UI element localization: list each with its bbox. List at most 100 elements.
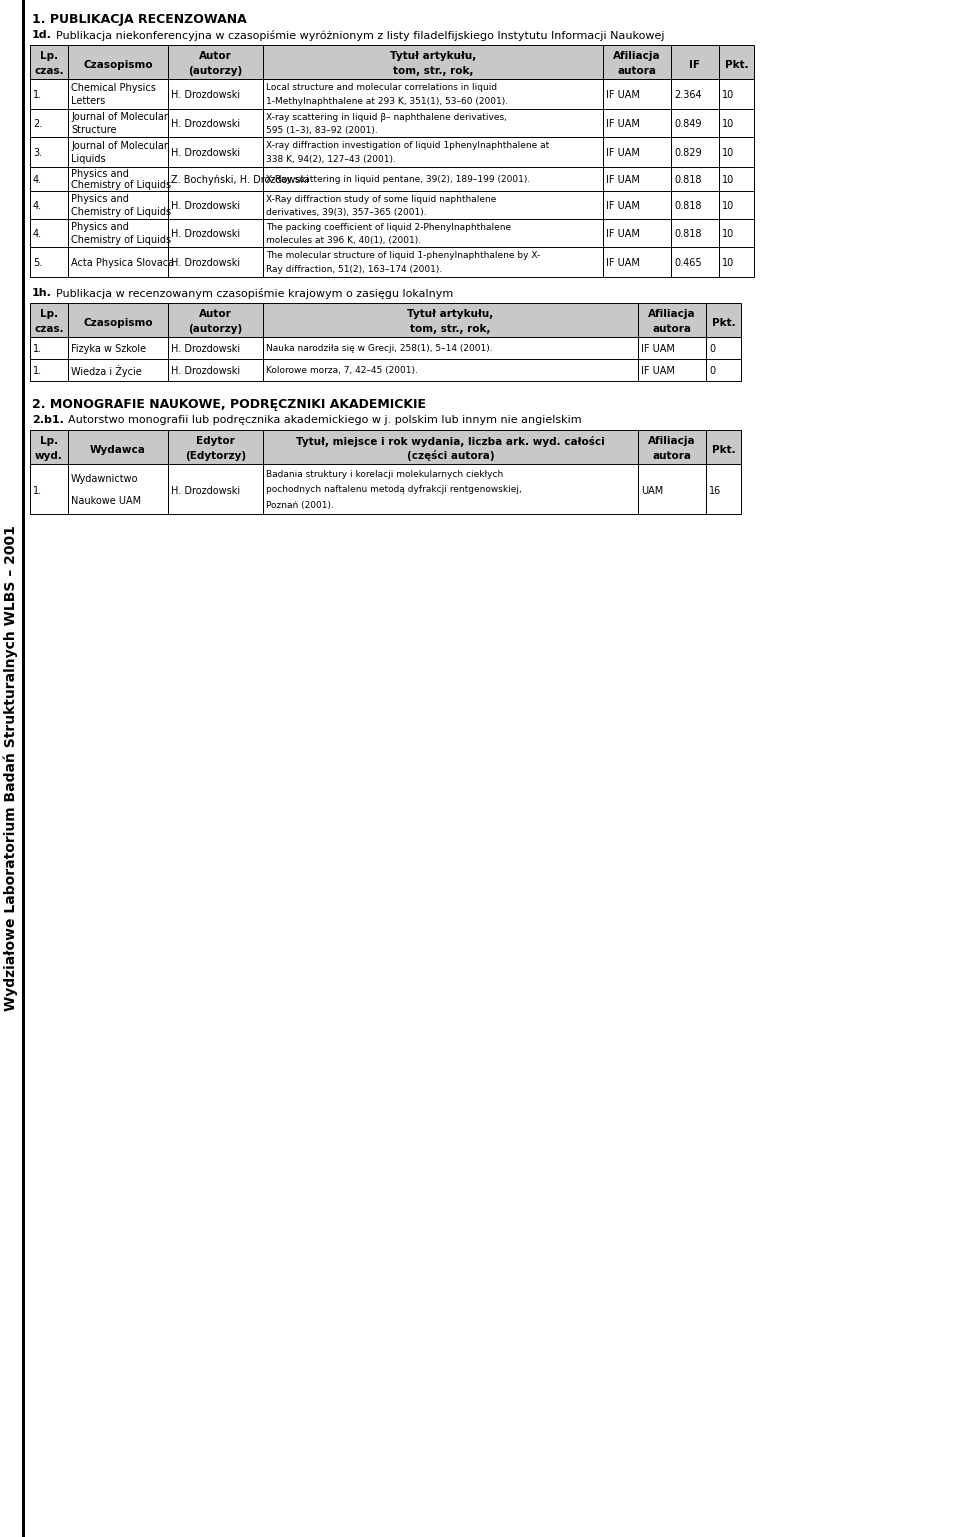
Text: IF UAM: IF UAM bbox=[606, 91, 640, 100]
Bar bbox=[68, 168, 168, 191]
Bar bbox=[719, 109, 754, 137]
Bar bbox=[30, 337, 68, 360]
Text: IF: IF bbox=[689, 60, 701, 69]
Text: Afiliacja: Afiliacja bbox=[613, 51, 660, 61]
Bar bbox=[30, 247, 68, 277]
Bar bbox=[603, 168, 671, 191]
Bar bbox=[168, 137, 263, 168]
Text: 0.818: 0.818 bbox=[674, 201, 702, 211]
Bar bbox=[168, 360, 263, 381]
Bar bbox=[168, 45, 263, 78]
Bar bbox=[263, 337, 638, 360]
Bar bbox=[68, 360, 168, 381]
Text: IF UAM: IF UAM bbox=[606, 120, 640, 129]
Bar bbox=[263, 109, 603, 137]
Bar bbox=[168, 303, 263, 337]
Bar bbox=[30, 109, 68, 137]
Text: IF UAM: IF UAM bbox=[606, 175, 640, 184]
Bar bbox=[68, 137, 168, 168]
Text: H. Drozdowski: H. Drozdowski bbox=[171, 148, 240, 158]
Text: 0.818: 0.818 bbox=[674, 175, 702, 184]
Text: 10: 10 bbox=[722, 201, 734, 211]
Text: 1h.: 1h. bbox=[32, 287, 52, 298]
Bar bbox=[263, 191, 603, 218]
Bar bbox=[168, 191, 263, 218]
Text: 10: 10 bbox=[722, 175, 734, 184]
Bar bbox=[603, 45, 671, 78]
Bar bbox=[719, 218, 754, 247]
Bar bbox=[68, 247, 168, 277]
Text: autora: autora bbox=[617, 66, 657, 75]
Text: (Edytorzy): (Edytorzy) bbox=[185, 450, 246, 461]
Text: Lp.: Lp. bbox=[40, 51, 58, 61]
Bar bbox=[22, 0, 25, 1537]
Text: Physics and: Physics and bbox=[71, 223, 129, 232]
Text: 10: 10 bbox=[722, 229, 734, 240]
Text: H. Drozdowski: H. Drozdowski bbox=[171, 229, 240, 240]
Text: molecules at 396 K, 40(1), (2001).: molecules at 396 K, 40(1), (2001). bbox=[266, 235, 421, 244]
Bar bbox=[671, 218, 719, 247]
Text: Wydawca: Wydawca bbox=[90, 444, 146, 455]
Text: autora: autora bbox=[653, 324, 691, 334]
Text: 1.: 1. bbox=[33, 91, 42, 100]
Text: H. Drozdowski: H. Drozdowski bbox=[171, 91, 240, 100]
Bar bbox=[263, 137, 603, 168]
Text: Structure: Structure bbox=[71, 124, 116, 135]
Bar bbox=[68, 337, 168, 360]
Text: Tytuł artykułu,: Tytuł artykułu, bbox=[390, 51, 476, 61]
Bar bbox=[671, 78, 719, 109]
Text: 10: 10 bbox=[722, 120, 734, 129]
Text: Local structure and molecular correlations in liquid: Local structure and molecular correlatio… bbox=[266, 83, 497, 92]
Text: 10: 10 bbox=[722, 258, 734, 269]
Bar bbox=[263, 430, 638, 464]
Text: 338 K, 94(2), 127–43 (2001).: 338 K, 94(2), 127–43 (2001). bbox=[266, 155, 396, 164]
Bar bbox=[706, 464, 741, 513]
Text: Letters: Letters bbox=[71, 97, 106, 106]
Text: tom, str., rok,: tom, str., rok, bbox=[393, 66, 473, 75]
Bar bbox=[30, 78, 68, 109]
Text: Fizyka w Szkole: Fizyka w Szkole bbox=[71, 344, 146, 354]
Bar bbox=[168, 218, 263, 247]
Text: Pkt.: Pkt. bbox=[711, 444, 735, 455]
Text: 4.: 4. bbox=[33, 175, 42, 184]
Text: Liquids: Liquids bbox=[71, 155, 106, 164]
Text: Lp.: Lp. bbox=[40, 309, 58, 320]
Text: Nauka narodziła się w Grecji, 258(1), 5–14 (2001).: Nauka narodziła się w Grecji, 258(1), 5–… bbox=[266, 344, 492, 354]
Text: H. Drozdowski: H. Drozdowski bbox=[171, 201, 240, 211]
Bar bbox=[168, 109, 263, 137]
Bar bbox=[706, 337, 741, 360]
Text: 0.849: 0.849 bbox=[674, 120, 702, 129]
Bar bbox=[638, 430, 706, 464]
Text: Pkt.: Pkt. bbox=[711, 318, 735, 327]
Text: Journal of Molecular: Journal of Molecular bbox=[71, 141, 168, 151]
Bar bbox=[263, 360, 638, 381]
Text: IF UAM: IF UAM bbox=[606, 258, 640, 269]
Bar bbox=[719, 247, 754, 277]
Text: IF UAM: IF UAM bbox=[606, 148, 640, 158]
Text: (autorzy): (autorzy) bbox=[188, 66, 243, 75]
Bar bbox=[68, 464, 168, 513]
Text: 595 (1–3), 83–92 (2001).: 595 (1–3), 83–92 (2001). bbox=[266, 126, 377, 135]
Text: 0: 0 bbox=[709, 366, 715, 377]
Text: Autor: Autor bbox=[199, 51, 232, 61]
Text: Autor: Autor bbox=[199, 309, 232, 320]
Bar bbox=[168, 430, 263, 464]
Bar bbox=[30, 360, 68, 381]
Text: 0.465: 0.465 bbox=[674, 258, 702, 269]
Text: Poznań (2001).: Poznań (2001). bbox=[266, 501, 334, 510]
Text: Journal of Molecular: Journal of Molecular bbox=[71, 112, 168, 123]
Bar bbox=[603, 247, 671, 277]
Bar bbox=[638, 303, 706, 337]
Text: Chemical Physics: Chemical Physics bbox=[71, 83, 156, 92]
Text: Wydawnictwo: Wydawnictwo bbox=[71, 473, 138, 484]
Bar bbox=[638, 360, 706, 381]
Text: 1.: 1. bbox=[33, 486, 42, 496]
Text: 2.364: 2.364 bbox=[674, 91, 702, 100]
Text: The packing coefficient of liquid 2-Phenylnaphthalene: The packing coefficient of liquid 2-Phen… bbox=[266, 223, 511, 232]
Text: H. Drozdowski: H. Drozdowski bbox=[171, 486, 240, 496]
Text: Physics and: Physics and bbox=[71, 169, 129, 180]
Text: H. Drozdowski: H. Drozdowski bbox=[171, 120, 240, 129]
Bar bbox=[30, 464, 68, 513]
Bar bbox=[68, 45, 168, 78]
Bar bbox=[706, 360, 741, 381]
